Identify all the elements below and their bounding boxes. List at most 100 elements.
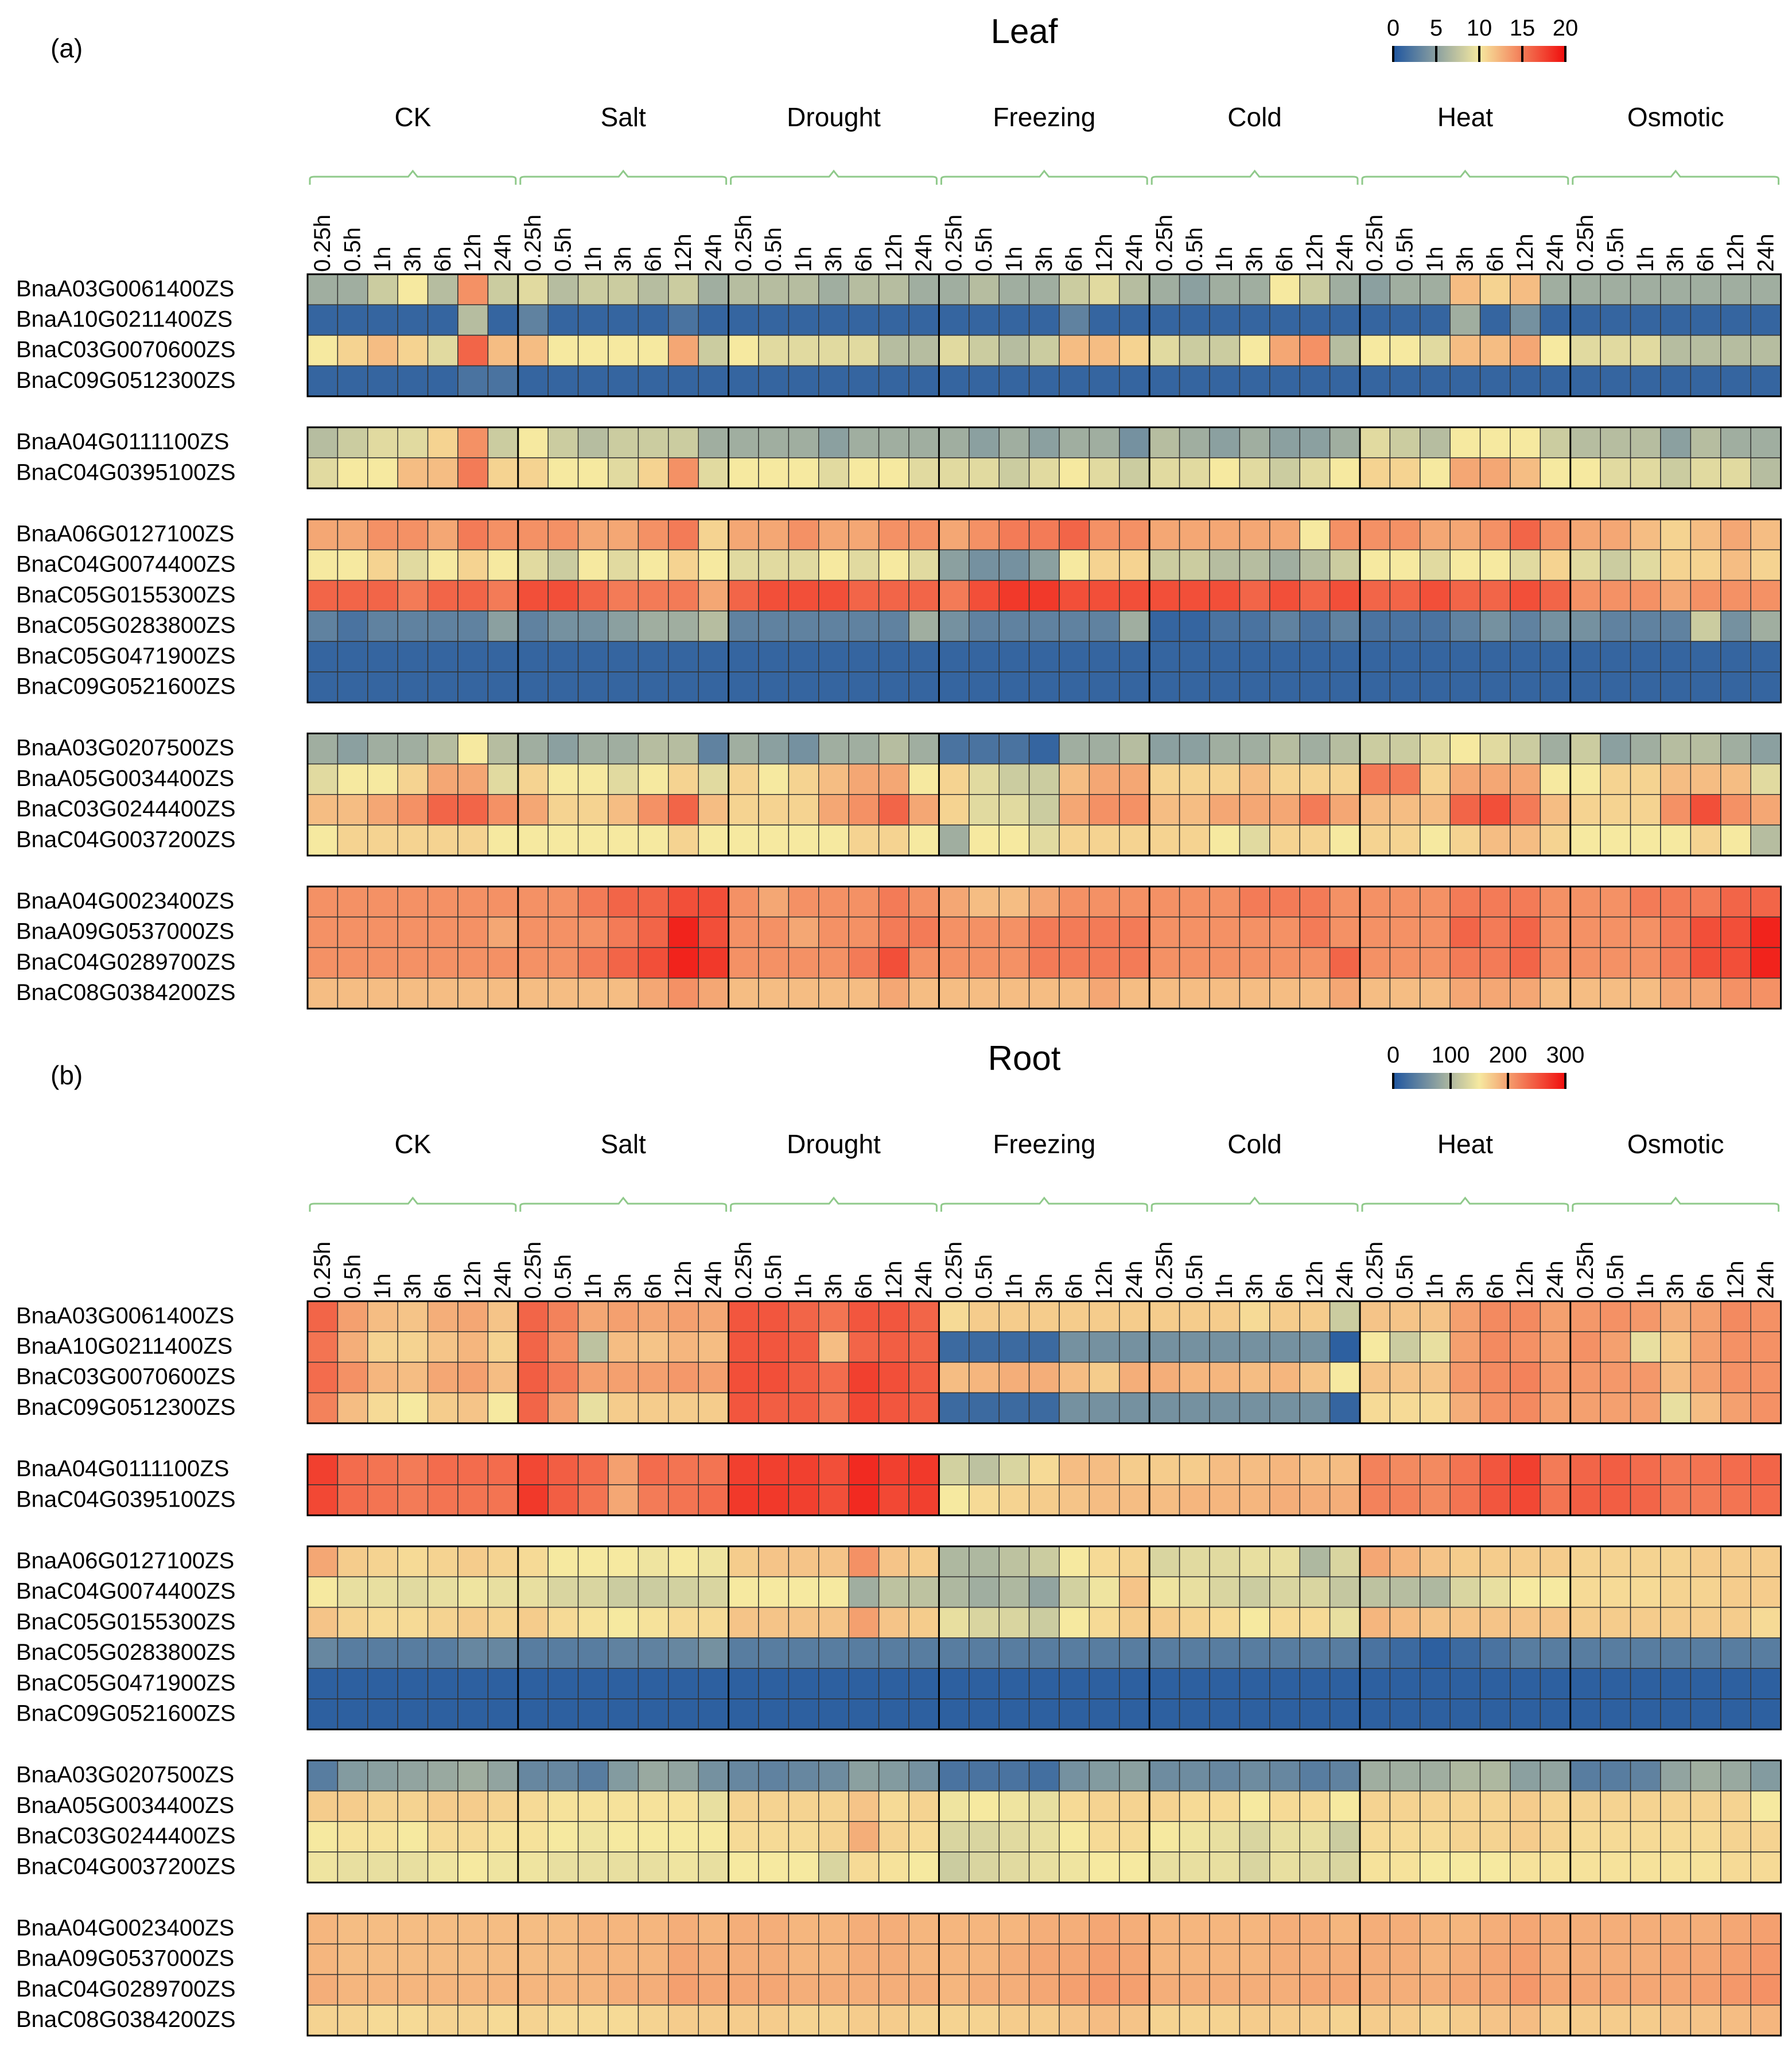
heatmap-cell <box>908 1913 940 1945</box>
heatmap-cell <box>637 1821 669 1853</box>
condition-label: Osmotic <box>1627 1129 1724 1159</box>
heatmap-cell <box>969 1546 1000 1578</box>
heatmap-cell <box>758 947 790 979</box>
heatmap-cell <box>1449 763 1481 795</box>
heatmap-cell <box>938 274 970 305</box>
heatmap-cell <box>1540 733 1571 765</box>
heatmap-cell <box>818 763 849 795</box>
heatmap-cell <box>1600 916 1631 948</box>
gene-label: BnaA03G0207500ZS <box>16 1762 234 1788</box>
heatmap-cell <box>1149 1943 1180 1975</box>
heatmap-cell <box>1660 427 1692 458</box>
heatmap-cell <box>998 916 1030 948</box>
heatmap-cell <box>1600 1698 1631 1730</box>
heatmap-cell <box>878 886 909 918</box>
heatmap-cell <box>518 334 549 367</box>
heatmap-cell <box>1239 549 1270 581</box>
heatmap-cell <box>668 549 699 581</box>
heatmap-cell <box>788 1576 819 1608</box>
heatmap-cell <box>1329 1576 1360 1608</box>
gene-label: BnaC09G0512300ZS <box>16 1395 236 1420</box>
time-point-label: 0.25h <box>1573 215 1598 272</box>
gene-group: BnaA03G0061400ZSBnaA10G0211400ZSBnaC03G0… <box>16 273 1782 398</box>
heatmap-cell <box>337 519 368 551</box>
heatmap-cell <box>427 579 458 612</box>
time-point-label: 0.25h <box>942 215 967 272</box>
heatmap-cell <box>1720 916 1751 948</box>
heatmap-cell <box>788 1301 819 1332</box>
heatmap-cell <box>1028 1760 1060 1792</box>
heatmap-cell <box>1239 641 1270 672</box>
heatmap-cell <box>547 1454 579 1485</box>
heatmap-cell <box>1209 641 1241 672</box>
heatmap-cell <box>487 794 519 826</box>
heatmap-cell <box>608 824 639 856</box>
heatmap-cell <box>668 1637 699 1669</box>
heatmap-cell <box>1179 1301 1210 1332</box>
heatmap-cell <box>1510 549 1541 581</box>
heatmap-cell <box>1059 549 1090 581</box>
heatmap-cell <box>758 457 790 489</box>
heatmap-cell <box>1449 733 1481 765</box>
heatmap-cell <box>758 824 790 856</box>
time-point-label: 0.5h <box>1393 227 1418 272</box>
heatmap-cell <box>1720 1606 1751 1639</box>
heatmap-cell <box>1600 1392 1631 1424</box>
heatmap-cell <box>1089 1790 1120 1822</box>
heatmap-cell <box>1449 641 1481 672</box>
heatmap-cell <box>938 824 970 856</box>
heatmap-cell <box>1329 1974 1360 2006</box>
heatmap-cell <box>1420 457 1451 489</box>
heatmap-cell <box>427 1546 458 1578</box>
heatmap-cell <box>1720 334 1751 367</box>
heatmap-cell <box>1690 1301 1721 1332</box>
heatmap-cell <box>577 334 609 367</box>
heatmap-cell <box>1449 274 1481 305</box>
heatmap-cell <box>307 794 339 826</box>
heatmap-cell <box>969 947 1000 979</box>
heatmap-cell <box>1690 978 1721 1009</box>
heatmap-cell <box>1570 733 1601 765</box>
gene-label: BnaA03G0061400ZS <box>16 276 234 301</box>
time-point-label: 3h <box>1452 247 1478 273</box>
heatmap-cell <box>908 947 940 979</box>
heatmap-cell <box>1089 610 1120 642</box>
heatmap-cell <box>1630 1851 1661 1883</box>
heatmap-cell <box>547 274 579 305</box>
gene-label: BnaC05G0283800ZS <box>16 1640 236 1665</box>
heatmap-cell <box>1420 2005 1451 2036</box>
heatmap-cell <box>758 1484 790 1516</box>
heatmap-cell <box>337 1943 368 1975</box>
heatmap-cell <box>1359 1790 1391 1822</box>
heatmap-cell <box>728 916 759 948</box>
heatmap-cell <box>938 1913 970 1945</box>
time-point-label: 6h <box>1272 247 1297 273</box>
heatmap-cell <box>1179 304 1210 336</box>
heatmap-cell <box>1209 794 1241 826</box>
heatmap-cell <box>818 1698 849 1730</box>
heatmap-cell <box>908 641 940 672</box>
heatmap-cell <box>1540 1301 1571 1332</box>
heatmap-cell <box>1329 1913 1360 1945</box>
heatmap-cell <box>848 519 880 551</box>
heatmap-cell <box>758 733 790 765</box>
heatmap-cell <box>1299 947 1331 979</box>
heatmap-cell <box>1630 978 1661 1009</box>
condition-brace <box>730 1196 938 1212</box>
heatmap-cell <box>848 334 880 367</box>
heatmap-cell <box>367 457 398 489</box>
heatmap-cell <box>1299 1606 1331 1639</box>
heatmap-cell <box>698 579 729 612</box>
condition-brace <box>309 1196 517 1212</box>
heatmap-cell <box>1119 1943 1150 1975</box>
heatmap-cell <box>1359 1974 1391 2006</box>
time-point-label: 6h <box>1693 247 1719 273</box>
heatmap-cell <box>1239 427 1270 458</box>
heatmap-cell <box>878 304 909 336</box>
heatmap-cell <box>818 1484 849 1516</box>
heatmap-cell <box>1570 1576 1601 1608</box>
heatmap-cell <box>1179 1576 1210 1608</box>
heatmap-cell <box>1269 824 1300 856</box>
heatmap-cell <box>547 671 579 703</box>
heatmap-cell <box>397 1301 429 1332</box>
